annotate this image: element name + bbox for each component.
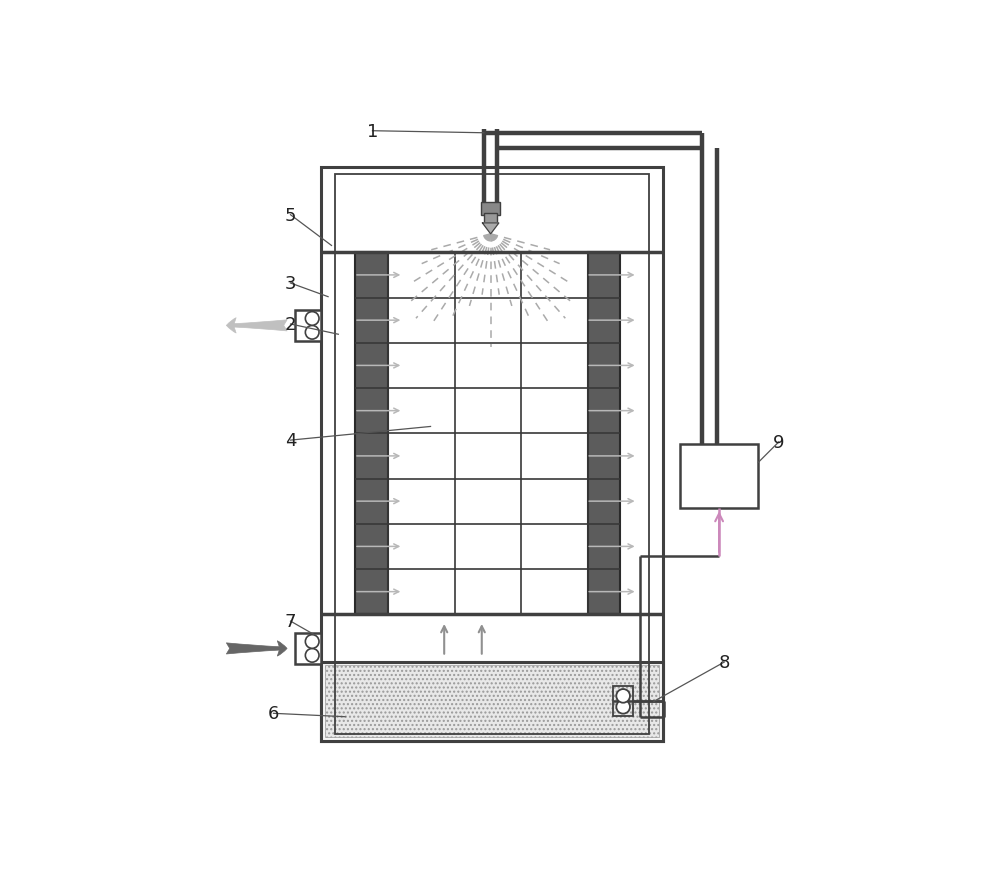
Bar <box>335 175 649 734</box>
Bar <box>481 203 500 215</box>
Text: 5: 5 <box>285 206 296 224</box>
Text: 1: 1 <box>367 122 378 141</box>
Bar <box>588 253 620 615</box>
Text: 7: 7 <box>285 612 296 630</box>
Bar <box>484 214 497 223</box>
Text: 2: 2 <box>285 315 296 334</box>
Text: 3: 3 <box>285 275 296 292</box>
Bar <box>295 310 321 342</box>
Circle shape <box>616 689 630 703</box>
Bar <box>613 687 633 717</box>
Circle shape <box>305 649 319 663</box>
Circle shape <box>305 312 319 326</box>
Text: 9: 9 <box>773 433 785 451</box>
Text: 4: 4 <box>285 431 296 449</box>
Text: 8: 8 <box>719 653 730 672</box>
Bar <box>325 665 659 737</box>
Circle shape <box>616 700 630 714</box>
Bar <box>355 253 388 615</box>
Bar <box>321 167 663 741</box>
Bar <box>295 633 321 664</box>
Text: 6: 6 <box>268 704 279 722</box>
Bar <box>680 444 758 509</box>
Circle shape <box>305 326 319 339</box>
Polygon shape <box>482 223 499 235</box>
Bar <box>321 663 663 741</box>
Circle shape <box>305 635 319 649</box>
